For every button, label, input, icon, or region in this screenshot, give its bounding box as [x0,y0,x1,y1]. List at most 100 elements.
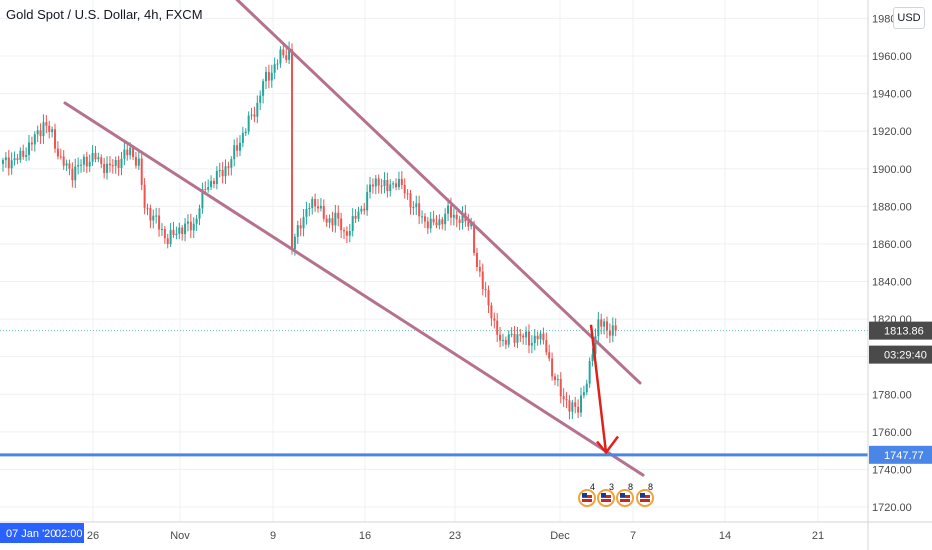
candle-body [317,206,320,209]
candle-body [501,339,504,341]
candle-body [493,318,496,321]
candle-body [386,179,389,192]
candle-body [568,400,571,412]
candle-body [85,156,88,167]
candle-body [62,156,65,166]
drawings: 4 3 8 8 [0,0,868,507]
candle-body [39,130,42,137]
candle-body [132,147,135,158]
candle-body [288,49,291,60]
candle-body [470,223,473,227]
price-tick-label: 1760.00 [872,427,912,439]
price-tick-label: 1840.00 [872,277,912,289]
candle-body [117,159,120,168]
candle-body [478,266,481,272]
candle-body [25,155,28,157]
candle-body [585,383,588,393]
candle-body [215,170,218,184]
candle-body [195,218,198,224]
candle-body [186,221,189,224]
candle-body [369,184,372,193]
candle-body [2,160,4,164]
candle-body [163,229,166,239]
candle-body [7,157,10,169]
event-flag-stripe [582,499,592,502]
candle-body [114,159,117,166]
price-tick-label: 1860.00 [872,239,912,251]
candle-body [441,219,444,225]
currency-button[interactable]: USD [893,7,925,29]
candle-body [285,55,288,60]
candle-body [267,72,270,81]
candle-body [270,72,273,81]
candle-body [539,333,542,340]
candle-body [299,225,302,229]
candle-body [533,335,536,344]
candle-body [311,199,314,209]
candle-body [458,219,461,223]
event-count: 8 [628,482,633,492]
level-price-tag-bg [869,445,932,464]
candle-body [94,152,97,160]
candle-body [551,358,554,377]
price-tick-label: 1780.00 [872,389,912,401]
candle-body [473,223,476,253]
event-flag-stripe [620,499,630,502]
price-tick-label: 1720.00 [872,502,912,514]
us-flag-event-icon: 4 [578,482,596,507]
countdown-tag-bg [869,345,932,364]
projection-arrow-shaft [589,324,608,453]
candle-body [351,215,354,232]
time-tick-label: 9 [270,530,276,542]
price-tick-label: 1960.00 [872,51,912,63]
candle-body [371,184,374,187]
time-tick-label: 26 [87,530,99,542]
candle-body [238,142,241,151]
candle-body [247,115,250,132]
candle-body [499,334,502,341]
candle-body [51,129,54,132]
candle-body [100,157,103,164]
candle-body [236,145,239,151]
candle-body [111,165,114,167]
candle-body [536,335,539,340]
candle-body [571,402,574,412]
candle-body [48,125,51,132]
candle-body [155,215,158,217]
candle-body [406,193,409,195]
candle-body [322,205,325,219]
candle-body [28,142,31,156]
candle-body [366,192,369,211]
candle-body [542,333,545,341]
chart-title: Gold Spot / U.S. Dollar, 4h, FXCM [6,7,203,22]
candle-body [490,305,493,319]
price-tick-label: 1920.00 [872,126,912,138]
candle-body [16,158,19,160]
candle-body [146,207,149,209]
candle-body [400,178,403,186]
candle-body [210,180,213,188]
time-tick-label: Dec [550,530,570,542]
candle-body [389,184,392,192]
candle-body [582,392,585,396]
candle-body [296,225,299,237]
candle-body [340,218,343,231]
candle-body [475,252,478,267]
candle-body [556,379,559,381]
candle-body [42,122,45,137]
us-flag-event-icon: 8 [636,482,654,507]
candle-body [221,169,224,177]
candle-body [594,336,597,355]
last-price-tag: 1813.86 [869,321,932,340]
candle-body [149,208,152,221]
candle-body [600,319,603,327]
candle-body [207,187,210,190]
candle-body [212,180,215,184]
candle-body [244,131,247,134]
candle-body [418,203,421,217]
cursor-time: 02:00 [55,528,83,540]
candle-body [314,199,317,207]
candle-body [227,166,230,168]
